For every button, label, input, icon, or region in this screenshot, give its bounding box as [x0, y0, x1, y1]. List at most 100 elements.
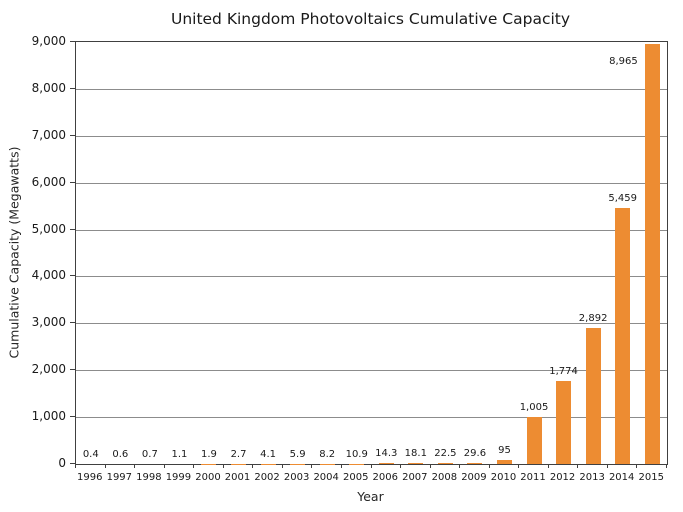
y-axis-tick — [70, 416, 75, 418]
x-tick-label: 1996 — [77, 472, 103, 483]
x-tick-label: 2009 — [461, 472, 487, 483]
gridline — [76, 182, 667, 184]
bar-value-label: 1,774 — [549, 365, 578, 377]
x-tick-label: 2004 — [313, 472, 339, 483]
y-tick-label: 7,000 — [31, 127, 66, 142]
bar-value-label: 0.7 — [141, 448, 158, 460]
x-tick-label: 2008 — [431, 472, 458, 483]
x-tick-label: 2000 — [195, 472, 221, 483]
x-axis-tick — [400, 464, 402, 468]
bar-value-label: 8,965 — [609, 56, 638, 67]
y-tick-label: 5,000 — [31, 221, 66, 236]
bar-2013 — [585, 328, 601, 464]
bar-value-label: 0.6 — [112, 448, 129, 460]
y-tick-label: 1,000 — [31, 409, 66, 424]
y-tick-label: 4,000 — [31, 268, 66, 283]
bar-value-label: 0.4 — [82, 448, 99, 460]
bar-value-label: 4.1 — [260, 448, 277, 460]
x-axis-tick — [488, 464, 490, 468]
y-tick-label: 0 — [58, 456, 66, 470]
x-tick-label: 2006 — [372, 472, 398, 483]
chart-title: United Kingdom Photovoltaics Cumulative … — [170, 10, 571, 28]
x-axis-title: Year — [357, 489, 384, 504]
bar-2007 — [408, 463, 424, 464]
x-tick-label: 2002 — [254, 472, 280, 483]
y-axis-tick — [70, 41, 75, 42]
x-axis-tick — [577, 464, 579, 468]
x-axis-tick — [75, 464, 76, 468]
x-tick-label: 2007 — [402, 472, 428, 483]
y-axis-title: Cumulative Capacity (Megawatts) — [6, 146, 22, 359]
x-axis-tick — [134, 464, 136, 468]
bar-value-label: 95 — [498, 444, 511, 456]
bar-value-label: 5,459 — [608, 193, 637, 205]
x-axis-tick — [104, 464, 106, 468]
x-tick-label: 2014 — [608, 472, 635, 483]
x-axis-tick — [547, 464, 549, 468]
bar-2012 — [556, 380, 572, 464]
bar-2009 — [467, 462, 483, 464]
x-axis-tick — [429, 464, 431, 468]
bar-value-label: 2.7 — [230, 448, 247, 460]
x-axis-tick — [636, 464, 638, 468]
y-axis-tick — [70, 87, 75, 89]
bar-2014 — [615, 208, 631, 464]
x-axis-tick — [311, 464, 313, 468]
y-axis-tick — [70, 322, 75, 324]
x-tick-label: 2003 — [283, 472, 310, 483]
bar-value-label: 8.2 — [319, 448, 336, 460]
x-tick-label: 2012 — [549, 472, 576, 483]
bar-value-label: 1,005 — [519, 401, 549, 413]
bar-value-label: 29.6 — [463, 447, 487, 459]
y-axis-tick — [70, 134, 75, 136]
x-axis-tick — [281, 464, 283, 468]
bar-value-label: 10.9 — [345, 448, 368, 460]
gridline — [76, 417, 667, 419]
x-tick-label: 1997 — [106, 472, 133, 483]
y-axis-tick — [70, 369, 75, 371]
bar-value-label: 1.9 — [201, 448, 217, 460]
bar-value-label: 5.9 — [289, 448, 306, 460]
gridline — [76, 276, 667, 278]
y-tick-label: 3,000 — [31, 315, 66, 330]
bar-2011 — [526, 416, 542, 464]
x-axis-tick — [163, 464, 165, 468]
gridline — [76, 323, 667, 325]
x-tick-label: 2013 — [579, 472, 605, 483]
bar-2005 — [349, 463, 365, 464]
x-tick-label: 1998 — [136, 472, 162, 483]
x-axis-tick — [340, 464, 342, 468]
gridline — [76, 88, 667, 90]
y-tick-label: 8,000 — [31, 80, 66, 95]
x-tick-label: 2010 — [490, 472, 517, 483]
x-axis-tick — [193, 464, 195, 468]
x-axis-tick — [666, 464, 667, 468]
bar-2008 — [437, 462, 453, 464]
gridline — [76, 135, 667, 137]
bar-2010 — [496, 459, 512, 464]
y-axis-tick — [70, 463, 75, 464]
x-tick-label: 2015 — [638, 472, 664, 483]
x-axis-tick — [222, 464, 224, 468]
plot-area: 0.4 0.6 0.7 1.1 1.9 2.7 4.1 5.9 8.2 10.9 14.3 18.1 2… — [75, 41, 668, 465]
x-tick-label: 2011 — [520, 472, 546, 483]
bar-value-label: 1.1 — [171, 448, 188, 460]
bar-2015 — [644, 43, 660, 464]
x-tick-label: 2005 — [342, 472, 369, 483]
bar-2006 — [378, 463, 394, 464]
x-tick-label: 2001 — [224, 472, 251, 483]
y-tick-label: 6,000 — [31, 174, 66, 189]
gridline — [76, 229, 667, 231]
x-axis-tick — [606, 464, 608, 468]
bar-value-label: 22.5 — [434, 447, 457, 459]
y-axis-tick — [70, 228, 75, 230]
x-axis-tick — [518, 464, 520, 468]
gridline — [76, 370, 667, 372]
bar-value-label: 2,892 — [578, 313, 608, 325]
x-axis-tick — [252, 464, 254, 468]
x-tick-label: 1999 — [165, 472, 192, 483]
x-axis-tick — [459, 464, 461, 468]
y-tick-label: 9,000 — [31, 34, 66, 48]
y-axis-tick — [70, 181, 75, 183]
